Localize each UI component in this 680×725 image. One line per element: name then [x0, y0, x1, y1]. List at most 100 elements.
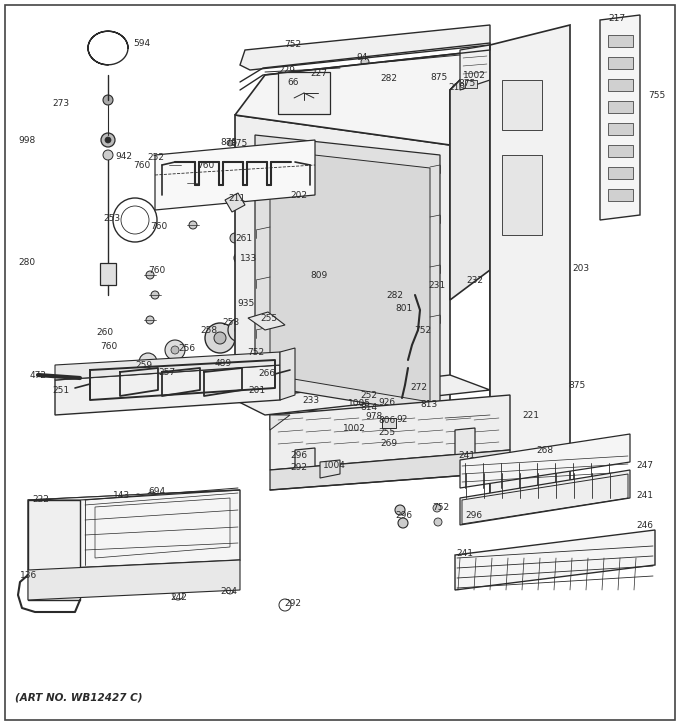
Polygon shape: [450, 50, 490, 300]
Text: 801: 801: [395, 304, 412, 312]
Text: 247: 247: [636, 460, 653, 470]
Text: 227: 227: [310, 68, 327, 78]
Circle shape: [494, 427, 500, 433]
Polygon shape: [235, 50, 490, 145]
Text: 241: 241: [458, 450, 475, 460]
Polygon shape: [460, 470, 630, 525]
Text: 242: 242: [170, 592, 187, 602]
Text: 246: 246: [636, 521, 653, 529]
Circle shape: [543, 441, 567, 465]
Polygon shape: [270, 395, 510, 470]
Circle shape: [105, 137, 111, 143]
Text: 296: 296: [465, 512, 482, 521]
Circle shape: [460, 440, 470, 450]
Bar: [100, 263, 116, 285]
Text: 261: 261: [235, 233, 252, 242]
Circle shape: [261, 386, 269, 394]
Polygon shape: [235, 375, 490, 415]
Polygon shape: [455, 428, 475, 460]
Polygon shape: [28, 500, 80, 600]
Text: 296: 296: [395, 512, 412, 521]
Text: 266: 266: [258, 368, 275, 378]
Circle shape: [299, 88, 309, 98]
Text: 94: 94: [356, 52, 367, 62]
Circle shape: [103, 95, 113, 105]
Polygon shape: [248, 312, 285, 330]
Text: 211: 211: [228, 194, 245, 202]
Text: 256: 256: [178, 344, 195, 352]
Text: 752: 752: [247, 347, 264, 357]
Text: 694: 694: [148, 487, 165, 497]
Text: 273: 273: [52, 99, 69, 107]
Text: 760: 760: [197, 160, 214, 170]
Circle shape: [147, 492, 157, 502]
Text: 241: 241: [456, 549, 473, 558]
Polygon shape: [235, 115, 450, 430]
Text: 217: 217: [608, 14, 625, 22]
Circle shape: [214, 332, 226, 344]
Text: 143: 143: [113, 491, 130, 500]
Circle shape: [298, 453, 308, 463]
Text: 231: 231: [428, 281, 445, 289]
Text: 133: 133: [240, 254, 257, 262]
Text: 806: 806: [378, 415, 395, 425]
Text: 489: 489: [215, 358, 232, 368]
Circle shape: [228, 318, 252, 342]
Text: 998: 998: [18, 136, 35, 144]
Text: 755: 755: [648, 91, 665, 99]
Circle shape: [410, 380, 420, 390]
Bar: [608, 145, 633, 157]
Text: 875: 875: [568, 381, 585, 389]
Text: 255: 255: [260, 313, 277, 323]
Text: 222: 222: [32, 495, 49, 505]
Polygon shape: [295, 448, 315, 480]
Circle shape: [294, 76, 302, 84]
Circle shape: [171, 161, 179, 169]
Bar: [382, 418, 396, 428]
Circle shape: [189, 179, 197, 187]
Text: 203: 203: [572, 263, 589, 273]
Text: 257: 257: [158, 368, 175, 376]
Text: 204: 204: [220, 587, 237, 595]
Polygon shape: [490, 25, 570, 510]
Circle shape: [398, 518, 408, 528]
Circle shape: [189, 221, 197, 229]
Polygon shape: [455, 530, 655, 590]
Text: 221: 221: [522, 410, 539, 420]
Text: 255: 255: [378, 428, 395, 436]
Circle shape: [456, 444, 464, 452]
Text: 875: 875: [430, 72, 447, 81]
Text: 760: 760: [100, 341, 117, 350]
Text: 282: 282: [386, 291, 403, 299]
Circle shape: [171, 346, 179, 354]
Text: 258: 258: [200, 326, 217, 334]
Text: 92: 92: [396, 415, 407, 423]
Text: 292: 292: [284, 599, 301, 608]
Text: 875: 875: [220, 138, 237, 146]
Text: 1005: 1005: [348, 399, 371, 407]
Circle shape: [230, 233, 240, 243]
Circle shape: [352, 46, 360, 54]
Circle shape: [394, 416, 402, 424]
Bar: [608, 189, 633, 201]
Polygon shape: [280, 348, 295, 400]
Circle shape: [205, 323, 235, 353]
Polygon shape: [460, 45, 490, 90]
Circle shape: [101, 133, 115, 147]
Text: 292: 292: [290, 463, 307, 471]
Polygon shape: [240, 25, 490, 70]
Bar: [608, 57, 633, 69]
Polygon shape: [28, 490, 240, 500]
Text: 752: 752: [414, 326, 431, 334]
Text: 253: 253: [103, 213, 120, 223]
Bar: [278, 72, 330, 114]
Circle shape: [301, 461, 309, 469]
Text: 66: 66: [287, 78, 299, 86]
Text: 136: 136: [20, 571, 37, 581]
Text: 260: 260: [96, 328, 113, 336]
Circle shape: [494, 257, 500, 263]
Circle shape: [494, 347, 500, 353]
Text: 1004: 1004: [323, 460, 346, 470]
Text: 594: 594: [133, 38, 150, 48]
Circle shape: [158, 361, 172, 375]
